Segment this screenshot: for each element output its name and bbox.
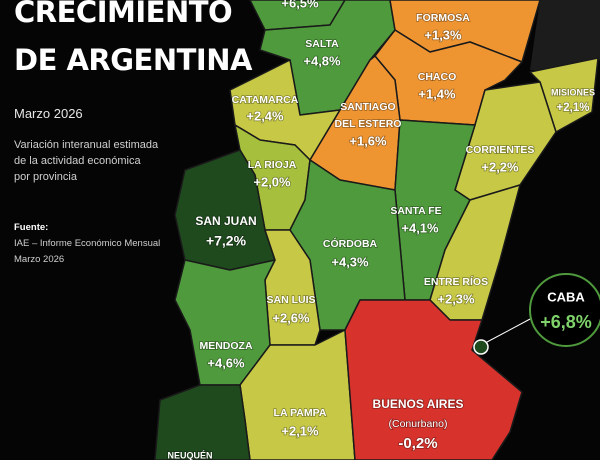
caba-marker xyxy=(473,339,489,355)
source-label: Fuente: xyxy=(14,222,48,233)
province-name: SAN LUIS xyxy=(266,294,315,306)
province-name: MISIONES xyxy=(551,87,595,97)
province-value: +1,4% xyxy=(418,86,456,101)
provinces xyxy=(154,0,599,460)
source-line: Marzo 2026 xyxy=(14,254,64,265)
neighbor-land xyxy=(530,0,600,70)
province-name: CABA xyxy=(547,289,585,304)
province-name: SALTA xyxy=(305,38,339,50)
province-name: NEUQUÉN xyxy=(167,450,212,460)
province-name: SANTIAGO xyxy=(340,101,395,113)
province-name: SAN JUAN xyxy=(195,214,256,228)
province-name: DEL ESTERO xyxy=(335,118,402,130)
province-neuquen xyxy=(154,384,251,460)
description-line: por provincia xyxy=(14,171,78,183)
province-name: LA PAMPA xyxy=(274,407,327,419)
province-value: +2,3% xyxy=(437,291,475,306)
province-name: FORMOSA xyxy=(416,12,470,24)
province-value: +4,1% xyxy=(401,220,439,235)
province-note: (Conurbano) xyxy=(389,418,448,430)
province-value: +7,2% xyxy=(206,233,247,249)
province-name: CÓRDOBA xyxy=(323,237,378,250)
source: Fuente: IAE – Informe Económico Mensual … xyxy=(14,222,160,265)
province-value: +1,3% xyxy=(424,27,462,42)
province-labels: +6,5% SALTA +4,8% FORMOSA +1,3% CHACO +1… xyxy=(167,0,596,460)
title-line: CRECIMIENTO xyxy=(14,0,232,29)
province-value: +2,2% xyxy=(481,159,519,174)
title-line: DE ARGENTINA xyxy=(14,43,253,77)
province-name: LA RIOJA xyxy=(248,159,297,171)
source-line: IAE – Informe Económico Mensual xyxy=(14,238,160,249)
date: Marzo 2026 xyxy=(14,106,83,121)
province-name: CATAMARCA xyxy=(232,94,299,106)
province-name: SANTA FE xyxy=(390,205,441,217)
description-line: de la actividad económica xyxy=(14,155,141,167)
province-value: +2,4% xyxy=(246,108,284,123)
province-value: +1,6% xyxy=(349,133,387,148)
province-value: +2,0% xyxy=(253,174,291,189)
province-name: CHACO xyxy=(418,71,457,83)
province-name: MENDOZA xyxy=(199,340,252,352)
province-value: +6,8% xyxy=(540,312,592,332)
province-value: +4,8% xyxy=(303,53,341,68)
header: CRECIMIENTO DE ARGENTINA Marzo 2026 Vari… xyxy=(14,0,253,183)
province-name: BUENOS AIRES xyxy=(373,397,464,411)
caba-connector xyxy=(486,317,533,343)
province-name: ENTRE RÍOS xyxy=(424,275,488,288)
description-line: Variación interanual estimada xyxy=(14,139,159,151)
province-misiones xyxy=(529,57,599,133)
province-value: +4,6% xyxy=(207,355,245,370)
province-value: +2,1% xyxy=(557,102,590,114)
province-value: +2,6% xyxy=(272,310,310,325)
province-name: CORRIENTES xyxy=(466,144,535,156)
province-value: +6,5% xyxy=(281,0,319,10)
province-value: -0,2% xyxy=(398,435,437,452)
caba-callout: CABA +6,8% xyxy=(529,273,600,347)
province-value: +2,1% xyxy=(281,423,319,438)
province-value: +4,3% xyxy=(331,254,369,269)
province-buenos-aires xyxy=(344,299,523,460)
caba-callout-circle xyxy=(529,273,600,347)
